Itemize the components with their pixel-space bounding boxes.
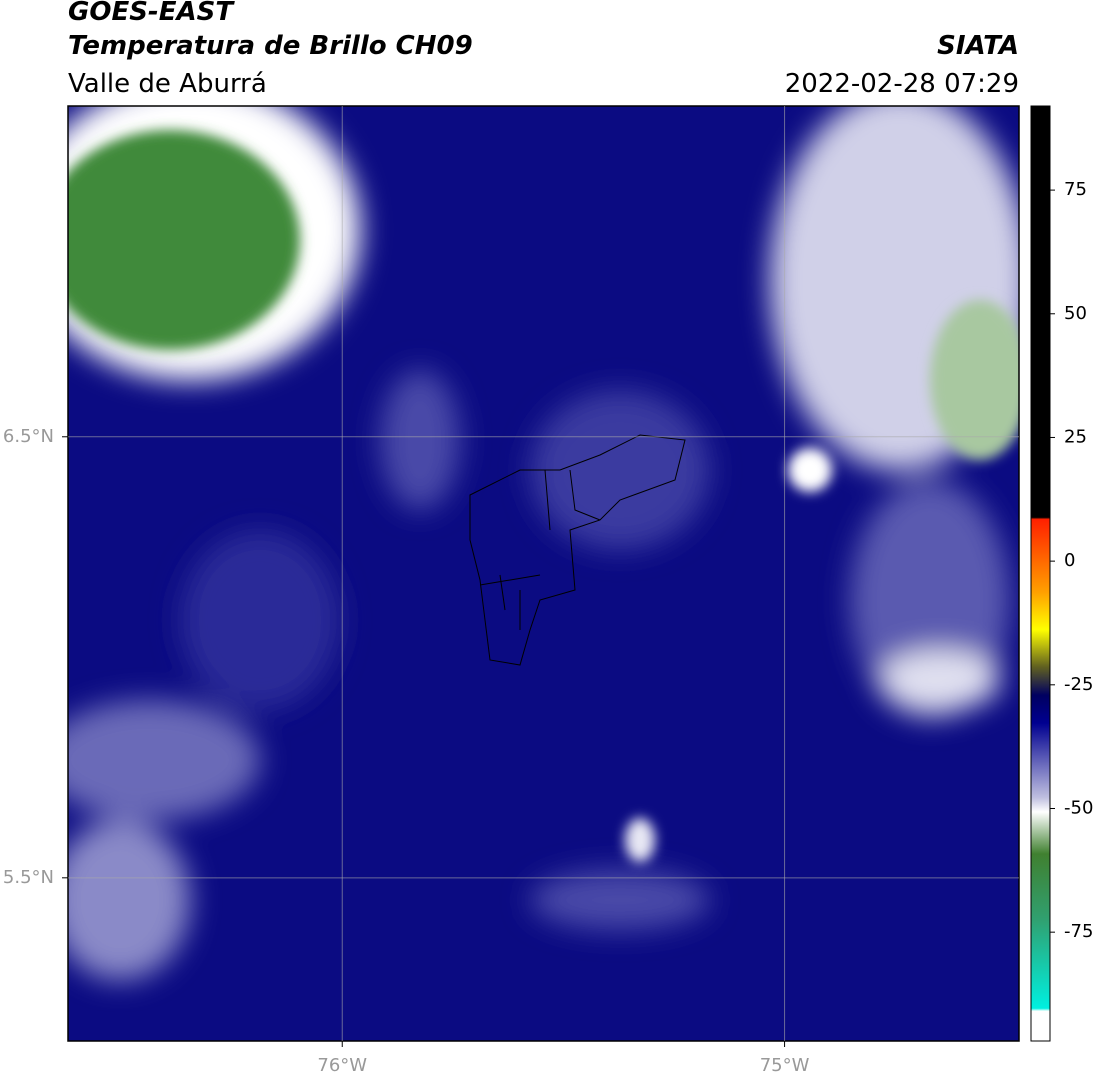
colorbar [1030,105,1051,1042]
colorbar-tick-label: -50 [1064,797,1093,818]
subtitle: Temperatura de Brillo CH09 [68,31,473,61]
colorbar-tick-label: 25 [1064,426,1087,447]
colorbar-tick-label: 50 [1064,303,1087,324]
map-frame [67,105,1020,1042]
colorbar-tick-label: 0 [1064,550,1075,571]
title: GOES-EAST [68,0,235,27]
source: SIATA [937,31,1019,61]
region: Valle de Aburrá [68,69,267,99]
imagery [68,106,1019,1041]
colorbar-tick-label: -25 [1064,674,1093,695]
x-tick-label: 76°W [317,1055,367,1076]
x-tick-label: 75°W [760,1055,810,1076]
colorbar-tick-label: -75 [1064,921,1093,942]
colorbar-tick-label: 75 [1064,179,1087,200]
datetime: 2022-02-28 07:29 [785,69,1019,99]
y-tick-label: 5.5°N [3,867,54,888]
y-tick-label: 6.5°N [3,426,54,447]
